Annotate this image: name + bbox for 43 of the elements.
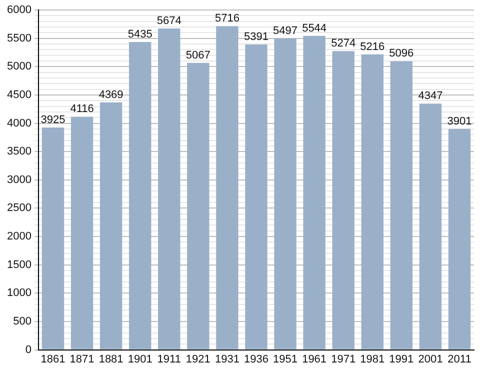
x-tick-label: 1931 [214,353,240,366]
x-tick-label: 2001 [418,353,443,366]
data-label: 5216 [360,40,385,53]
x-tick-label: 1861 [40,353,66,366]
data-label: 5391 [244,31,268,44]
x-tick-label: 1951 [273,353,298,366]
data-label: 5274 [331,38,356,50]
y-tick-label: 5500 [6,32,32,44]
y-tick-label: 6000 [6,4,32,16]
x-tick-label: 1981 [360,353,385,366]
x-tick-label: 1971 [331,353,356,366]
data-label: 5716 [214,12,240,25]
y-tick-label: 1000 [6,287,32,300]
x-tick-label: 1911 [157,353,181,366]
data-label: 4116 [70,103,94,116]
y-tick-label: 5000 [6,60,32,73]
y-tick-label: 4000 [6,117,32,130]
x-tick-label: 1961 [302,353,327,366]
y-tick-label: 2500 [6,202,32,214]
y-tick-label: 4500 [6,88,32,101]
x-tick-label: 1936 [244,353,268,366]
data-label: 5067 [186,49,210,62]
data-label: 5435 [128,28,152,41]
data-label: 4369 [98,88,124,101]
data-label: 3901 [447,115,472,128]
data-label: 5544 [302,22,327,34]
x-tick-label: 2011 [448,353,472,366]
data-label: 4347 [418,90,443,102]
x-tick-label: 1881 [98,353,124,366]
y-tick-label: 500 [13,316,32,328]
data-label: 3925 [40,114,66,126]
y-tick-label: 2000 [6,230,32,243]
y-tick-label: 1500 [6,258,32,271]
data-label: 5096 [389,48,414,60]
y-tick-label: 3500 [6,146,32,158]
data-label: 5674 [156,14,182,27]
x-tick-label: 1991 [389,353,414,366]
y-tick-label: 0 [25,344,32,356]
x-tick-label: 1901 [128,353,152,366]
y-tick-label: 3000 [6,174,32,186]
data-label: 5497 [273,25,298,38]
x-tick-label: 1921 [186,353,210,366]
x-tick-label: 1871 [70,353,94,366]
